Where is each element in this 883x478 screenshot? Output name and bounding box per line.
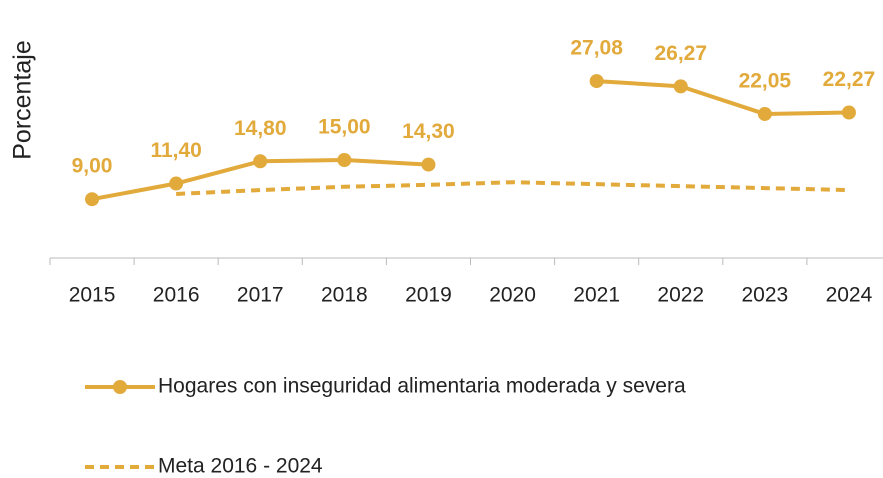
data-point bbox=[253, 154, 268, 169]
series-line bbox=[176, 180, 849, 196]
x-tick-label: 2019 bbox=[405, 284, 452, 307]
x-tick-label: 2022 bbox=[657, 284, 704, 307]
x-tick-label: 2018 bbox=[321, 284, 368, 307]
data-point bbox=[757, 106, 772, 121]
data-label: 22,27 bbox=[823, 68, 876, 91]
data-point bbox=[841, 105, 856, 120]
data-point bbox=[169, 176, 184, 191]
data-label: 22,05 bbox=[739, 69, 792, 92]
data-label: 14,80 bbox=[234, 117, 287, 140]
data-point bbox=[673, 79, 688, 94]
legend-label: Hogares con inseguridad alimentaria mode… bbox=[158, 375, 686, 398]
data-label: 11,40 bbox=[150, 139, 201, 162]
x-tick-label: 2023 bbox=[741, 284, 788, 307]
data-point bbox=[421, 157, 436, 172]
x-tick-label: 2016 bbox=[153, 284, 200, 307]
data-label: 14,30 bbox=[402, 120, 455, 143]
data-point bbox=[589, 74, 604, 89]
series-line bbox=[596, 79, 849, 116]
data-label: 9,00 bbox=[72, 155, 113, 178]
x-tick-label: 2024 bbox=[826, 284, 873, 307]
data-point bbox=[85, 192, 100, 207]
data-label: 15,00 bbox=[318, 116, 371, 139]
legend-marker bbox=[113, 380, 127, 394]
data-label: 26,27 bbox=[654, 42, 707, 65]
y-axis-label: Porcentaje bbox=[9, 40, 37, 160]
legend-label: Meta 2016 - 2024 bbox=[158, 455, 323, 478]
x-tick-label: 2017 bbox=[237, 284, 284, 307]
x-tick-label: 2015 bbox=[69, 284, 116, 307]
x-tick-label: 2020 bbox=[489, 284, 536, 307]
x-tick-label: 2021 bbox=[573, 284, 620, 307]
data-point bbox=[337, 153, 352, 167]
data-label: 27,08 bbox=[570, 37, 623, 60]
